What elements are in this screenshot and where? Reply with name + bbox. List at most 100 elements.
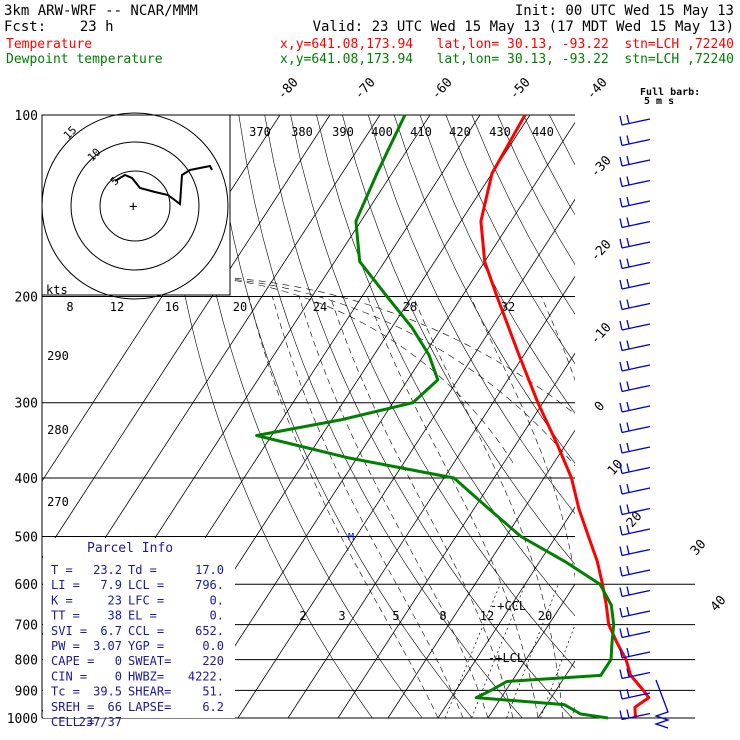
parcel-row-label-2: SHEAR= xyxy=(128,685,171,699)
moist-adiabat xyxy=(367,296,539,718)
parcel-row-value-2: 6.2 xyxy=(202,700,224,714)
theta-label-left: 280 xyxy=(47,423,69,437)
pressure-label: 400 xyxy=(15,472,38,487)
isotherm-label: -70 xyxy=(352,75,379,102)
isotherm xyxy=(437,506,575,718)
parcel-row-label-2: LCL = xyxy=(128,578,164,592)
mixing-ratio-label: 12 xyxy=(480,609,494,623)
parcel-row-label-2: EL = xyxy=(128,609,157,623)
isotherm xyxy=(688,115,740,718)
hodograph-speed-label: 8 xyxy=(66,300,73,314)
isotherm-label: -40 xyxy=(584,75,611,102)
parcel-row-value: 39.5 xyxy=(93,685,122,699)
mixing-ratio-label: 3 xyxy=(338,609,345,623)
theta-label-left: 290 xyxy=(47,349,69,363)
mixing-ratio-label: 8 xyxy=(439,609,446,623)
pressure-label: 600 xyxy=(15,578,38,593)
wind-barb xyxy=(619,217,651,229)
hodograph-speed-label: 28 xyxy=(403,300,417,314)
pressure-label: 300 xyxy=(15,397,38,412)
wind-barb xyxy=(619,196,651,208)
parcel-row-label-2: Td = xyxy=(128,563,157,577)
dry-adiabat xyxy=(575,115,740,718)
wind-barb xyxy=(619,319,651,331)
hodograph-trace xyxy=(114,164,213,206)
init-time: Init: 00 UTC Wed 15 May 13 xyxy=(515,3,734,19)
wind-barb xyxy=(619,114,651,126)
dry-adiabat xyxy=(679,115,740,718)
dewpoint-profile xyxy=(255,114,616,720)
moist-adiabat xyxy=(470,296,575,578)
isotherm-label: -10 xyxy=(588,320,615,347)
parcel-row-value: 38 xyxy=(108,609,122,623)
isotherm-label: 30 xyxy=(688,537,710,559)
isotherm xyxy=(638,115,740,718)
speed-arc xyxy=(186,275,575,467)
dry-adiabat xyxy=(316,115,575,617)
parcel-row-value-2: 0. xyxy=(210,609,224,623)
dry-adiabat xyxy=(393,115,575,464)
lcl-marker: -+LCL xyxy=(488,651,524,665)
wind-barb xyxy=(619,237,651,249)
parcel-row-label: Tc = xyxy=(51,685,80,699)
hodograph-speed-label: 16 xyxy=(165,300,179,314)
hodograph-kts-label: kts xyxy=(46,283,68,297)
isotherm-label: -60 xyxy=(429,75,456,102)
isotherm-label: -30 xyxy=(588,153,615,180)
wind-barb xyxy=(619,176,651,188)
theta-label: 440 xyxy=(532,125,554,139)
parcel-row-value: 0 xyxy=(115,669,122,683)
parcel-row-value-2: 4222. xyxy=(188,669,224,683)
dewpoint-location: x,y=641.08,173.94 lat,lon= 30.13, -93.22… xyxy=(280,52,734,67)
speed-arc xyxy=(198,275,575,415)
valid-time: Valid: 23 UTC Wed 15 May 13 (17 MDT Wed … xyxy=(313,19,734,35)
isotherm xyxy=(387,429,575,718)
parcel-row-value-2: 796. xyxy=(195,578,224,592)
isotherm-label: -80 xyxy=(275,75,302,102)
mixing-ratio-line xyxy=(612,584,658,718)
parcel-row-value-2: 17.0 xyxy=(195,563,224,577)
parcel-row-label: SVI = xyxy=(51,624,87,638)
parcel-row-label: PW = xyxy=(51,639,80,653)
dry-adiabat xyxy=(731,115,740,718)
theta-label: 430 xyxy=(489,125,511,139)
dry-adiabat xyxy=(653,115,740,718)
dry-adiabat xyxy=(212,115,473,718)
pressure-label: 100 xyxy=(15,109,38,124)
barb-legend-title: Full barb: xyxy=(640,87,700,98)
wind-barb xyxy=(619,135,651,147)
hodograph-speed-label: 24 xyxy=(313,300,327,314)
dry-adiabat xyxy=(160,115,373,718)
isotherm xyxy=(237,198,575,718)
barb-marker: M xyxy=(348,532,354,543)
dry-adiabat xyxy=(419,115,575,414)
parcel-info-title: Parcel Info xyxy=(87,541,173,556)
hodograph-ring xyxy=(99,170,171,242)
wind-barb xyxy=(619,278,651,290)
hodograph-speed-label: 12 xyxy=(110,300,124,314)
wind-barb xyxy=(619,565,651,577)
temperature-location: x,y=641.08,173.94 lat,lon= 30.13, -93.22… xyxy=(280,37,734,52)
theta-label: 390 xyxy=(332,125,354,139)
wind-barb-low xyxy=(653,679,671,729)
parcel-row-value-2: 652. xyxy=(195,624,224,638)
parcel-row-label: SREH = xyxy=(51,700,94,714)
wind-barb xyxy=(619,483,651,495)
moist-adiabat xyxy=(663,297,692,719)
dry-adiabat xyxy=(445,115,575,365)
dry-adiabat xyxy=(549,115,575,166)
wind-barb xyxy=(619,688,651,700)
moist-adiabat xyxy=(412,296,564,718)
parcel-row-value: 66 xyxy=(108,700,122,714)
parcel-row-label-2: LFC = xyxy=(128,593,164,607)
parcel-row-value: 237/37 xyxy=(79,715,122,729)
parcel-info-box xyxy=(43,538,235,718)
speed-arc xyxy=(174,275,516,467)
wind-barb xyxy=(619,381,651,393)
hodograph-ring xyxy=(41,112,229,300)
wind-barb xyxy=(619,401,651,413)
theta-label-left: 270 xyxy=(47,495,69,509)
parcel-row-label-2: YGP = xyxy=(128,639,164,653)
